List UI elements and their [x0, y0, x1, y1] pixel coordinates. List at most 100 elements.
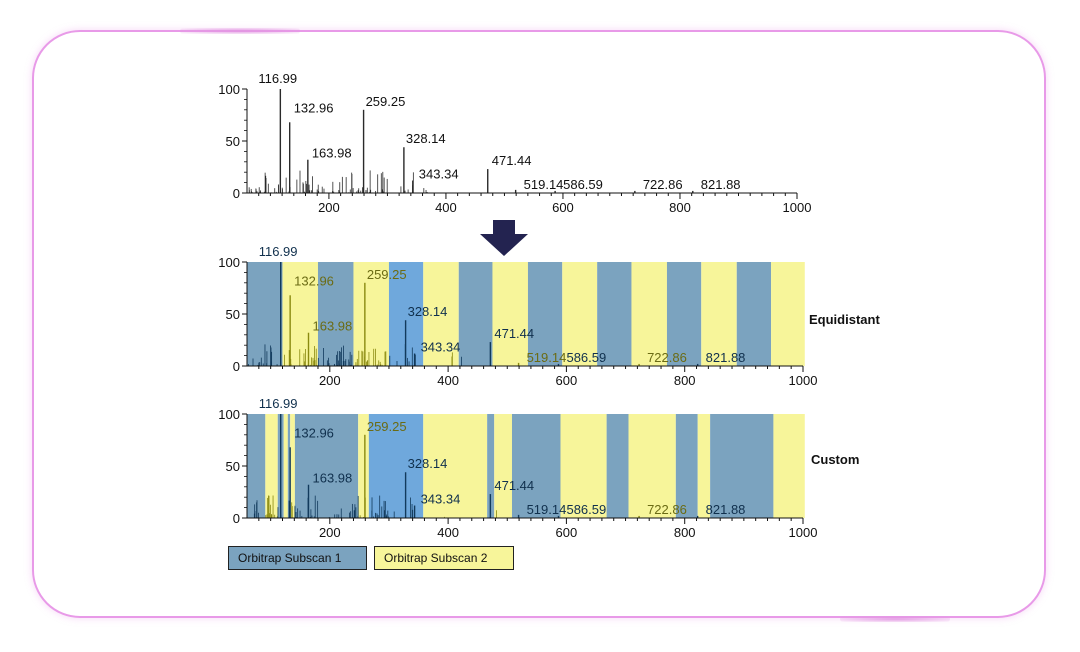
card-frame: [32, 30, 1046, 618]
x-tick-label: 800: [674, 525, 696, 540]
x-tick-label: 600: [556, 525, 578, 540]
peak-label: 259.25: [366, 94, 406, 109]
scan-window-subscan1: [666, 262, 702, 366]
x-tick-label: 400: [437, 373, 459, 388]
y-tick-label: 100: [218, 407, 240, 422]
label-custom: Custom: [811, 452, 859, 467]
peak-label: 519.14: [524, 177, 564, 192]
peak-label: 586.59: [563, 177, 603, 192]
scan-window-subscan2: [771, 262, 805, 366]
peak-label: 722.86: [647, 502, 687, 517]
x-tick-label: 400: [435, 200, 457, 215]
scan-window-subscan1: [247, 414, 266, 518]
scan-window-subscan1: [675, 414, 698, 518]
legend-subscan-1: Orbitrap Subscan 1: [228, 546, 367, 570]
scan-window-subscan1: [294, 414, 359, 518]
legend-subscan-2-label: Orbitrap Subscan 2: [384, 551, 488, 565]
x-tick-label: 600: [556, 373, 578, 388]
peak-label: 328.14: [408, 456, 448, 471]
peak-label: 328.14: [406, 131, 446, 146]
panel-custom: 116.99 132.96 163.98 259.25 328.14 343.34 471.…: [218, 396, 817, 540]
y-tick-label: 0: [233, 359, 240, 374]
legend-subscan-2: Orbitrap Subscan 2: [374, 546, 514, 570]
peak-label: 116.99: [258, 71, 297, 86]
scan-window-subscan2: [290, 414, 295, 518]
scan-window-subscan2: [631, 262, 667, 366]
scan-window-subscan2: [560, 414, 607, 518]
peak-label: 259.25: [367, 419, 407, 434]
scan-window-subscan1: [736, 262, 772, 366]
x-tick-label: 800: [674, 373, 696, 388]
scan-window-subscan2: [697, 414, 711, 518]
peak-label: 471.44: [494, 478, 534, 493]
peak-label: 821.88: [706, 350, 746, 365]
peak-label: 163.98: [313, 471, 353, 486]
peak-label: 259.25: [367, 267, 407, 282]
panel-full-scan: 116.99 132.96 163.98 259.25 328.14 343.34 471.…: [218, 71, 811, 215]
peak-label: 328.14: [408, 304, 448, 319]
x-tick-label: 200: [318, 200, 340, 215]
peak-label: 163.98: [312, 146, 352, 161]
peak-label: 163.98: [313, 319, 353, 334]
y-tick-label: 100: [218, 255, 240, 270]
peak-label: 132.96: [294, 100, 334, 115]
peak-label: 821.88: [706, 502, 746, 517]
down-arrow-icon: [480, 220, 528, 256]
peak-label: 132.96: [294, 273, 334, 288]
y-tick-label: 0: [233, 511, 240, 526]
peak-label: 343.34: [421, 492, 461, 507]
x-tick-label: 400: [437, 525, 459, 540]
scan-window-subscan2: [628, 414, 676, 518]
legend-subscan-1-label: Orbitrap Subscan 1: [238, 551, 342, 565]
scan-window-subscan2: [423, 262, 459, 366]
scan-window-subscan2: [423, 414, 488, 518]
scan-window-subscan1: [458, 262, 493, 366]
peak-label: 722.86: [647, 350, 687, 365]
frame-glow-bottom: [840, 616, 950, 622]
y-tick-label: 50: [226, 307, 240, 322]
scan-window-subscan2: [492, 262, 528, 366]
frame-glow-top: [180, 28, 300, 34]
label-equidistant: Equidistant: [809, 312, 880, 327]
scan-window-subscan1: [287, 414, 291, 518]
peak-label: 116.99: [259, 396, 298, 411]
scan-window-subscan1: [487, 414, 495, 518]
peak-label: 821.88: [701, 177, 741, 192]
scan-window-subscan2: [283, 414, 288, 518]
peak-label: 116.99: [259, 244, 298, 259]
x-tick-label: 1000: [789, 525, 818, 540]
peak-label: 519.14: [527, 502, 567, 517]
x-tick-label: 600: [552, 200, 574, 215]
peak-label: 586.59: [566, 502, 606, 517]
scan-window-subscan1: [606, 414, 629, 518]
peak-label: 586.59: [566, 350, 606, 365]
panel-equidistant: 116.99 132.96 163.98 259.25 328.14 343.34 471.…: [218, 244, 817, 388]
x-tick-label: 1000: [783, 200, 812, 215]
scan-window-subscan2: [358, 414, 369, 518]
scan-window-subscan2: [282, 262, 318, 366]
scan-window-subscan2: [773, 414, 805, 518]
scan-window-subscan1: [597, 262, 632, 366]
peak-label: 519.14: [527, 350, 567, 365]
x-tick-label: 200: [319, 525, 341, 540]
x-tick-label: 800: [669, 200, 691, 215]
peak-label: 343.34: [419, 167, 459, 182]
x-tick-label: 1000: [789, 373, 818, 388]
scan-window-subscan2: [265, 414, 278, 518]
scan-window-subscan2: [353, 262, 389, 366]
scan-window-subscan1: [317, 262, 354, 366]
x-tick-label: 200: [319, 373, 341, 388]
scan-window-subscan1: [527, 262, 563, 366]
y-tick-label: 100: [218, 82, 240, 97]
scan-window-subscan2: [562, 262, 598, 366]
peak-label: 722.86: [643, 177, 683, 192]
peak-label: 471.44: [492, 153, 532, 168]
scan-window-subscan1: [710, 414, 774, 518]
y-tick-label: 50: [226, 459, 240, 474]
y-tick-label: 50: [226, 134, 240, 149]
scan-window-subscan1: [511, 414, 561, 518]
peak-label: 471.44: [494, 326, 534, 341]
peak-label: 132.96: [294, 425, 334, 440]
scan-window-subscan2: [701, 262, 737, 366]
